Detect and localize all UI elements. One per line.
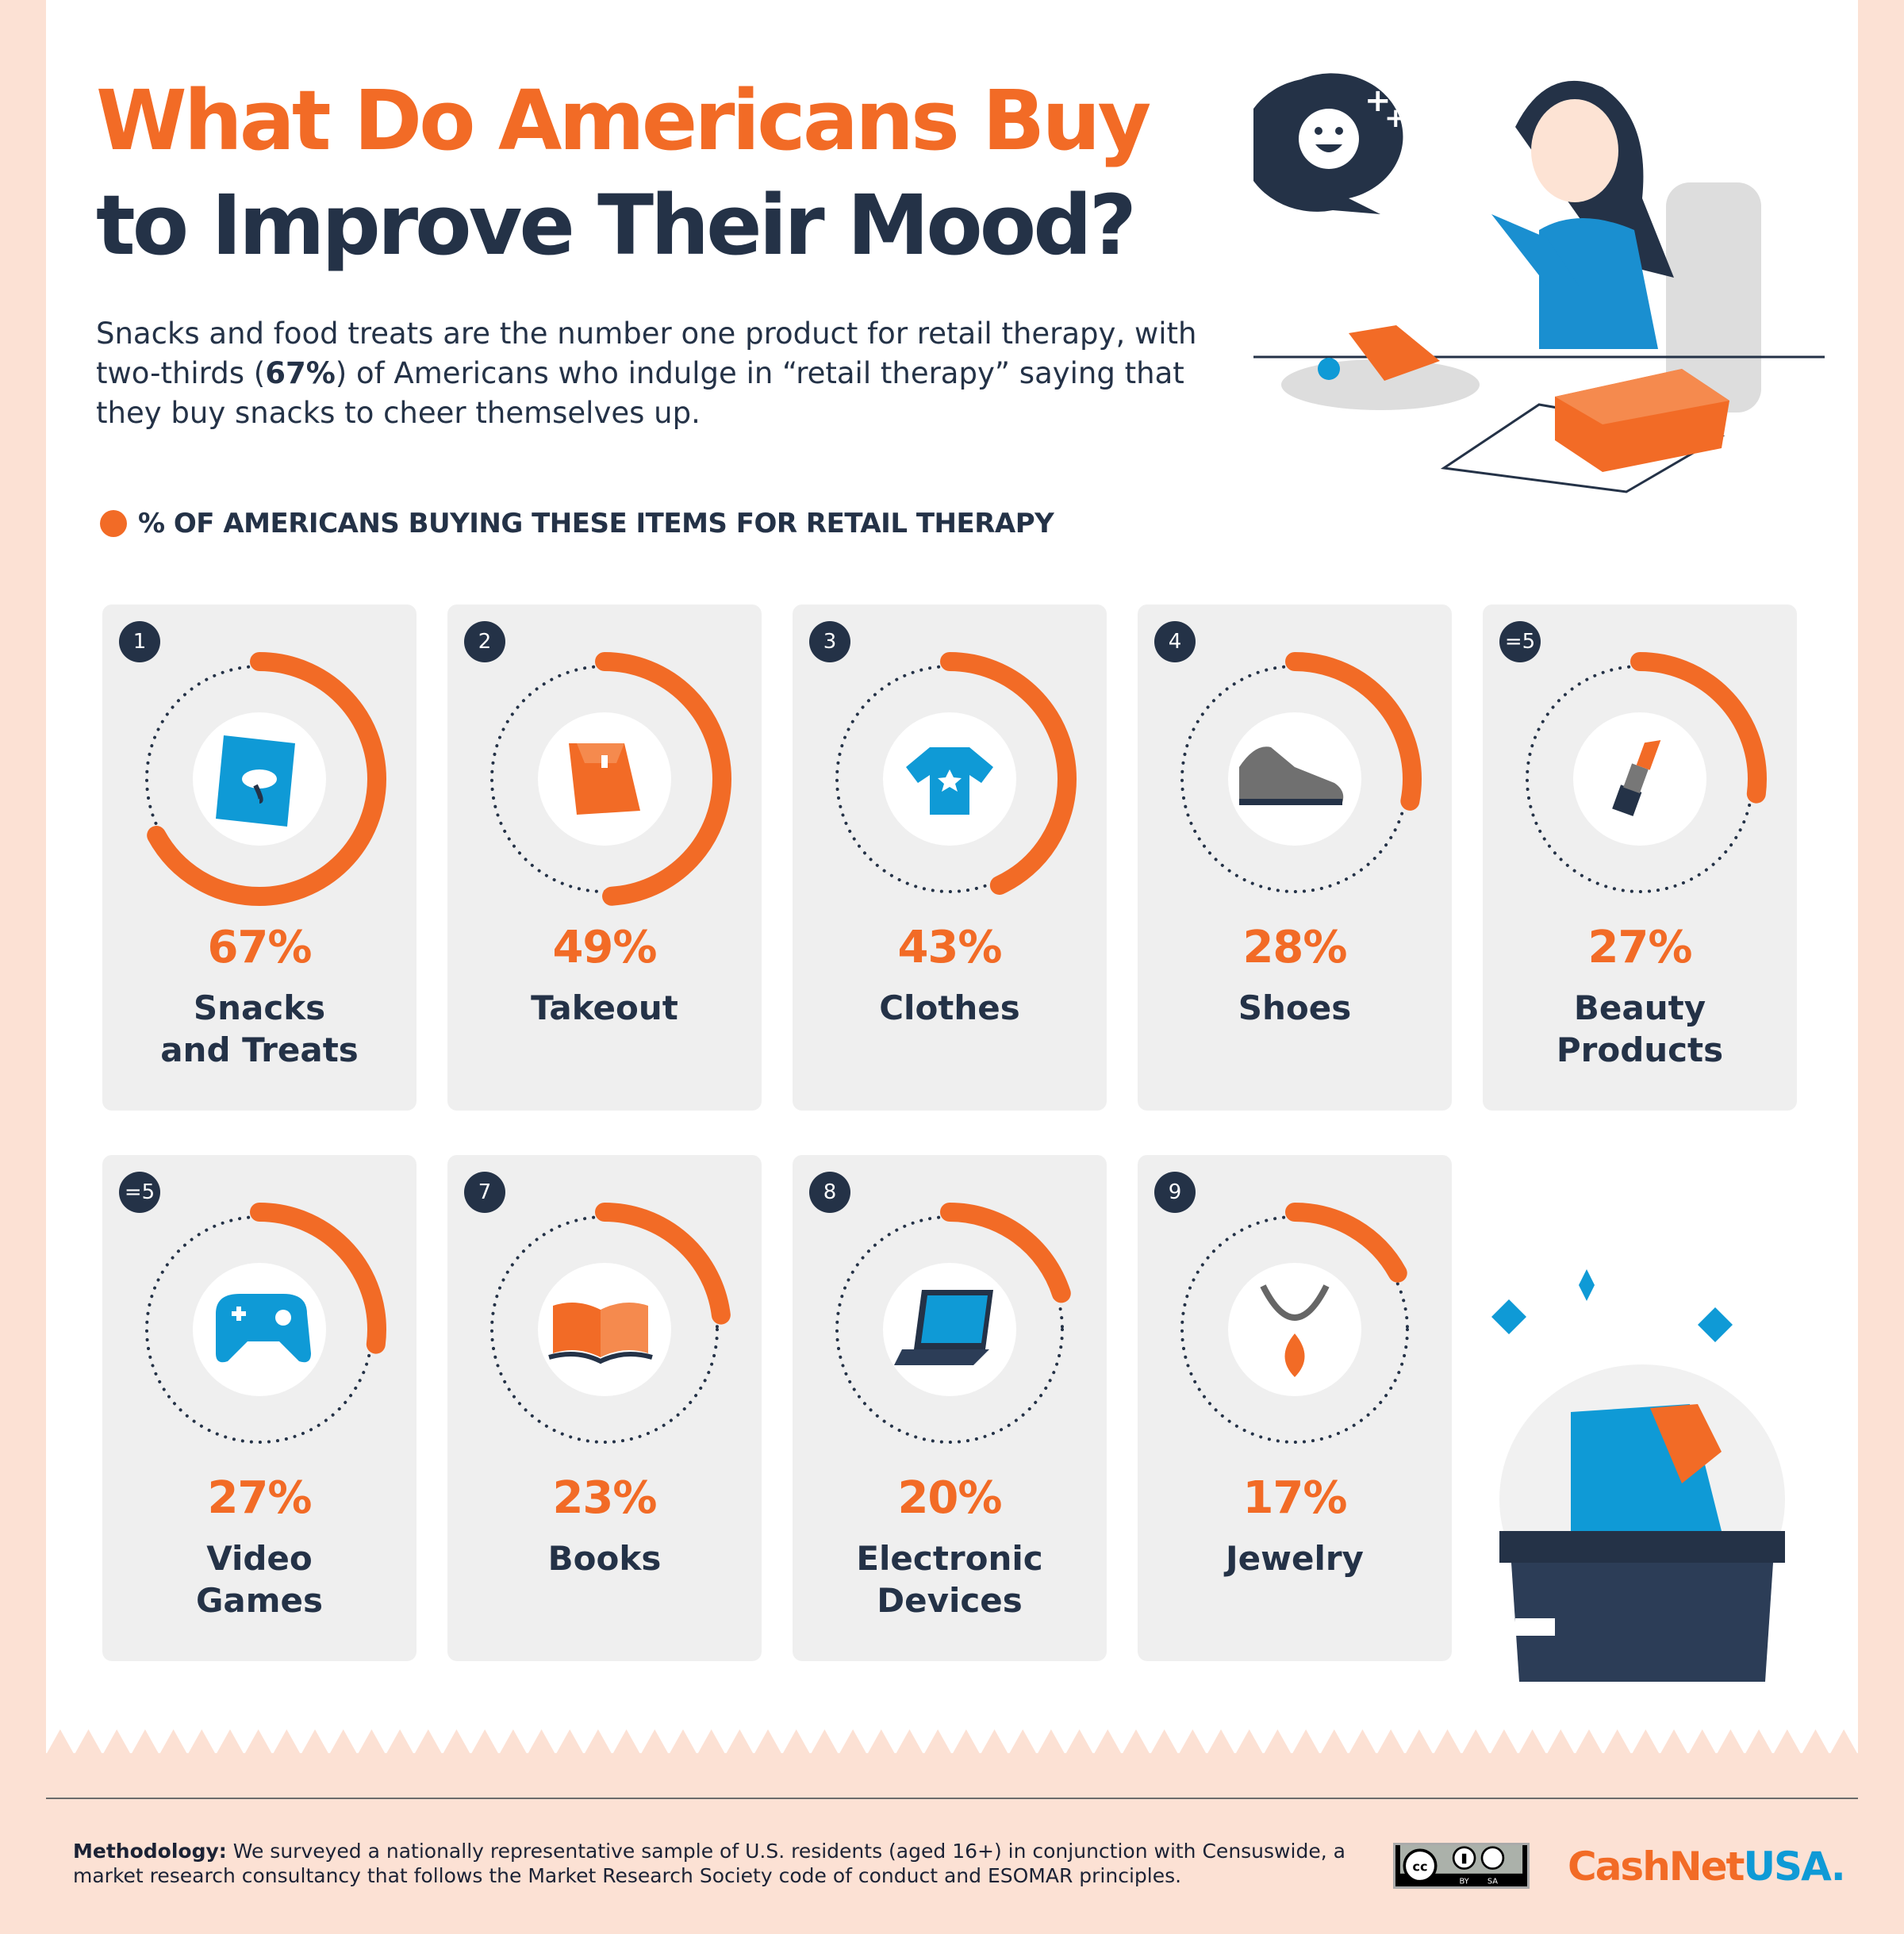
category-card: 4 28% Shoes	[1138, 604, 1452, 1111]
ring-value-arc	[478, 1203, 731, 1456]
progress-ring	[1513, 652, 1767, 906]
snack-bag-icon	[216, 735, 295, 827]
svg-text:cc: cc	[1412, 1859, 1427, 1874]
rank-badge: =5	[119, 1172, 160, 1213]
category-label: Takeout	[531, 988, 678, 1027]
category-label: Jewelry	[1226, 1539, 1364, 1578]
logo-text: CashNet	[1568, 1844, 1745, 1890]
ring-value-arc	[132, 652, 386, 906]
intro-highlight: 67%	[265, 356, 336, 390]
svg-text:+: +	[1365, 83, 1392, 119]
category-card: 2 49% Takeout	[447, 604, 762, 1111]
laptop-icon	[894, 1290, 993, 1365]
category-label: Shoes	[1238, 988, 1352, 1027]
legend-swatch	[100, 510, 127, 537]
percentage-value: 27%	[1587, 922, 1692, 973]
progress-ring	[1168, 652, 1422, 906]
percentage-value: 23%	[552, 1472, 657, 1524]
footer-divider	[46, 1798, 1858, 1799]
ring-value-arc	[823, 652, 1077, 906]
cashnetusa-logo[interactable]: CashNetUSA.	[1568, 1844, 1846, 1890]
percentage-value: 28%	[1242, 922, 1347, 973]
legend: % OF AMERICANS BUYING THESE ITEMS FOR RE…	[100, 508, 1054, 539]
intro-paragraph: Snacks and food treats are the number on…	[96, 314, 1207, 433]
lipstick-icon	[1612, 740, 1661, 816]
rank-badge: 3	[809, 621, 850, 662]
category-card: 3 43% Clothes	[793, 604, 1107, 1111]
ring-value-arc	[823, 1203, 1077, 1456]
methodology-text: We surveyed a nationally representative …	[73, 1840, 1345, 1887]
progress-ring	[1168, 1203, 1422, 1456]
category-card: 9 17% Jewelry	[1138, 1155, 1452, 1661]
title-line-2: to Improve Their Mood?	[96, 177, 1137, 274]
category-label: Clothes	[879, 988, 1020, 1027]
ring-track	[490, 1215, 719, 1444]
rank-badge: 8	[809, 1172, 850, 1213]
gamepad-icon	[216, 1294, 311, 1363]
ring-value-arc	[1513, 652, 1767, 906]
methodology: Methodology: We surveyed a nationally re…	[73, 1839, 1406, 1888]
progress-ring	[823, 1203, 1077, 1456]
category-card: 1 67% Snacks and Treats	[102, 604, 416, 1111]
progress-ring	[478, 652, 731, 906]
category-card: =5 27% Video Games	[102, 1155, 416, 1661]
ring-value-arc	[478, 652, 731, 906]
progress-ring	[132, 652, 386, 906]
icon-backdrop	[1228, 1263, 1361, 1396]
category-label: Books	[547, 1539, 662, 1578]
rank-badge: =5	[1499, 621, 1541, 662]
rank-badge: 2	[464, 621, 505, 662]
svg-text:BY: BY	[1459, 1877, 1469, 1886]
cc-by-sa-license-badge[interactable]: cc BY SA	[1393, 1843, 1530, 1889]
shopping-bag-illustration	[1491, 1269, 1785, 1682]
takeout-bag-icon	[569, 743, 640, 815]
category-card: =5 27% Beauty Products	[1483, 604, 1797, 1111]
book-icon	[548, 1303, 653, 1364]
logo-text: .	[1830, 1844, 1846, 1890]
methodology-label: Methodology:	[73, 1840, 227, 1863]
ring-value-arc	[132, 1203, 386, 1456]
progress-ring	[132, 1203, 386, 1456]
progress-ring	[478, 1203, 731, 1456]
category-label: Snacks and Treats	[160, 988, 359, 1069]
rank-badge: 1	[119, 621, 160, 662]
legend-label: % OF AMERICANS BUYING THESE ITEMS FOR RE…	[138, 508, 1054, 539]
ring-track	[1180, 1215, 1409, 1444]
svg-text:SA: SA	[1488, 1877, 1498, 1886]
zigzag-edge	[46, 1729, 1858, 1755]
svg-text:+: +	[1384, 102, 1407, 134]
necklace-icon	[1260, 1284, 1330, 1377]
rank-badge: 7	[464, 1172, 505, 1213]
rank-badge: 9	[1154, 1172, 1196, 1213]
sneaker-icon	[1239, 746, 1344, 805]
woman-eating-illustration: ++	[1253, 73, 1825, 493]
title-line-1: What Do Americans Buy	[96, 72, 1151, 169]
rank-badge: 4	[1154, 621, 1196, 662]
ring-value-arc	[1168, 1203, 1422, 1456]
category-label: Electronic Devices	[856, 1539, 1043, 1620]
percentage-value: 20%	[897, 1472, 1002, 1524]
category-label: Beauty Products	[1556, 988, 1724, 1069]
category-card: 8 20% Electronic Devices	[793, 1155, 1107, 1661]
percentage-value: 27%	[207, 1472, 312, 1524]
logo-text: USA	[1743, 1844, 1832, 1890]
percentage-value: 67%	[207, 922, 312, 973]
intro-text: Snacks and food treats are the number on…	[96, 317, 1197, 390]
progress-ring	[823, 652, 1077, 906]
intro-text: ) of Americans who indulge in “retail th…	[96, 356, 1184, 430]
ring-track	[835, 1215, 1064, 1444]
percentage-value: 49%	[552, 922, 657, 973]
category-label: Video Games	[195, 1539, 324, 1620]
percentage-value: 43%	[897, 922, 1002, 973]
category-card: 7 23% Books	[447, 1155, 762, 1661]
ring-value-arc	[1168, 652, 1422, 906]
tshirt-icon	[906, 747, 993, 815]
percentage-value: 17%	[1242, 1472, 1347, 1524]
